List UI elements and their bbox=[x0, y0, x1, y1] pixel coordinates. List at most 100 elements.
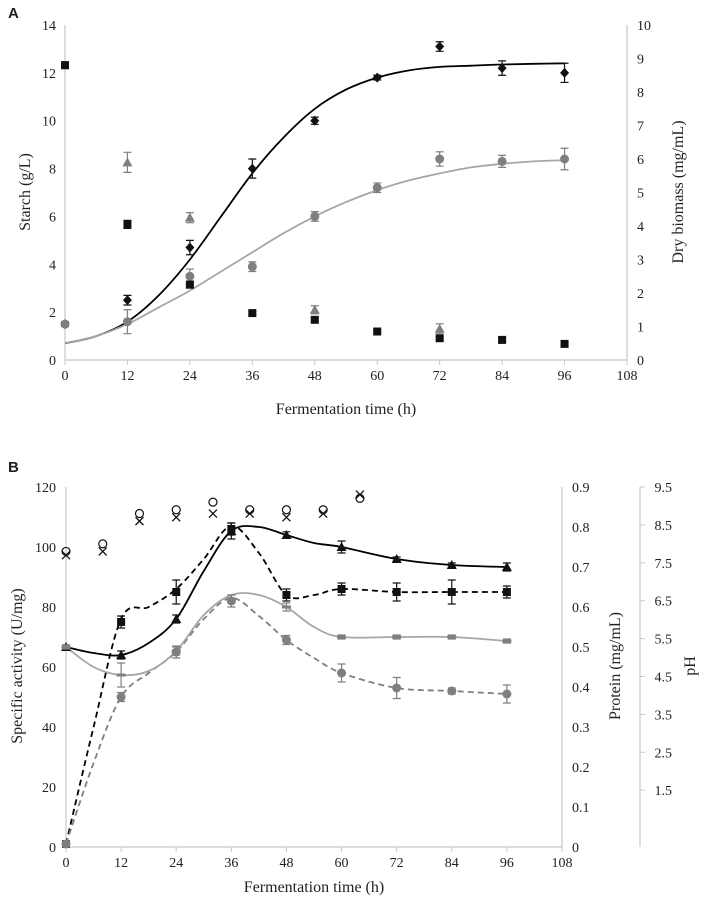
data-point-square bbox=[502, 588, 511, 596]
y-tick-label: 0 bbox=[49, 354, 56, 369]
y-tick-label: 6 bbox=[49, 210, 56, 225]
x-tick-label: 48 bbox=[308, 369, 322, 384]
data-point-square bbox=[373, 327, 382, 336]
data-point-open-circle bbox=[318, 505, 328, 515]
x-tick-label: 0 bbox=[63, 856, 70, 871]
data-point-square bbox=[498, 335, 507, 344]
data-point-dash bbox=[281, 605, 291, 609]
y-tick-label: 10 bbox=[637, 19, 651, 34]
data-point-square bbox=[392, 588, 401, 596]
fit-curve bbox=[64, 62, 565, 345]
data-point-open-circle bbox=[281, 505, 292, 515]
data-point-square bbox=[61, 61, 69, 70]
data-point-diamond bbox=[122, 295, 132, 306]
data-point-square bbox=[172, 588, 181, 596]
panel-a-right-label: Dry biomass (mg/mL) bbox=[670, 120, 687, 263]
data-point-cross bbox=[355, 490, 365, 500]
y-tick-label: 0.8 bbox=[572, 521, 590, 536]
data-point-triangle bbox=[446, 560, 457, 569]
panel-a-right-ticks: 0 1 2 3 4 5 6 7 8 9 10 bbox=[637, 19, 651, 369]
y-tick-label: 3.5 bbox=[655, 708, 673, 723]
y-tick-label: 4 bbox=[49, 258, 56, 273]
data-point-diamond bbox=[372, 72, 382, 83]
x-tick-label: 72 bbox=[433, 369, 447, 384]
data-point-diamond bbox=[185, 242, 195, 253]
data-point-circle bbox=[502, 689, 512, 699]
panel-a-letter: A bbox=[8, 5, 19, 22]
x-tick-label: 12 bbox=[120, 369, 134, 384]
data-point-dash bbox=[226, 597, 236, 601]
y-tick-label: 6.5 bbox=[655, 595, 673, 610]
data-point-cross bbox=[281, 512, 291, 522]
y-tick-label: 8 bbox=[49, 163, 56, 178]
y-tick-label: 4 bbox=[637, 220, 644, 235]
y-tick-label: 80 bbox=[42, 601, 56, 616]
data-point-triangle bbox=[171, 614, 182, 623]
data-point-open-circle bbox=[245, 505, 255, 515]
x-tick-label: 0 bbox=[62, 369, 69, 384]
data-point-open-circle bbox=[355, 493, 365, 503]
data-point-square bbox=[282, 591, 291, 599]
y-tick-label: 10 bbox=[42, 115, 56, 130]
data-point-square bbox=[123, 220, 132, 229]
data-point-dash bbox=[61, 645, 71, 649]
data-point-cross bbox=[171, 512, 181, 522]
data-point-open-circle bbox=[208, 497, 218, 507]
data-point-cross bbox=[245, 509, 255, 518]
data-point-square bbox=[185, 280, 194, 289]
data-point-cross bbox=[135, 516, 144, 526]
data-point-triangle bbox=[309, 304, 320, 314]
data-point-cross bbox=[98, 546, 108, 556]
data-point-triangle bbox=[226, 526, 237, 535]
y-tick-label: 8.5 bbox=[655, 519, 673, 534]
panel-b-right1-label: Protein (mg/mL) bbox=[607, 612, 624, 720]
panel-b-right2-ticks: 1.5 2.5 3.5 4.5 5.5 6.5 7.5 8.5 9.5 bbox=[640, 481, 672, 799]
panel-a-x-label: Fermentation time (h) bbox=[276, 401, 416, 418]
panel-b: B 0 12 24 36 48 60 72 84 96 108 0 20 40 60 80 100 120 0… bbox=[8, 459, 699, 896]
y-tick-label: 1.5 bbox=[655, 784, 673, 799]
data-point-square bbox=[248, 309, 257, 318]
y-tick-label: 0.6 bbox=[572, 601, 590, 616]
data-point-circle bbox=[497, 156, 507, 166]
data-point-circle bbox=[61, 839, 71, 849]
panel-a-curves bbox=[64, 62, 565, 345]
data-point-diamond bbox=[310, 115, 320, 126]
x-tick-label: 60 bbox=[370, 369, 384, 384]
data-point-triangle bbox=[501, 562, 512, 571]
x-tick-label: 84 bbox=[495, 369, 509, 384]
data-point-triangle bbox=[122, 157, 133, 167]
x-tick-label: 96 bbox=[558, 369, 572, 384]
y-tick-label: 0 bbox=[572, 841, 579, 856]
y-tick-label: 7 bbox=[637, 120, 644, 135]
y-tick-label: 3 bbox=[637, 254, 644, 269]
data-point-triangle bbox=[336, 542, 347, 551]
panel-a-points bbox=[60, 41, 570, 348]
y-tick-label: 0.5 bbox=[572, 641, 590, 656]
y-tick-label: 0.3 bbox=[572, 721, 590, 736]
x-tick-label: 12 bbox=[114, 856, 128, 871]
panel-a-x-ticks: 0 12 24 36 48 60 72 84 96 108 bbox=[62, 360, 638, 384]
y-tick-label: 9 bbox=[637, 53, 644, 68]
data-point-open-circle bbox=[98, 539, 108, 549]
data-point-open-circle bbox=[134, 508, 145, 519]
y-tick-label: 60 bbox=[42, 661, 56, 676]
data-point-circle bbox=[185, 271, 195, 281]
x-tick-label: 36 bbox=[224, 856, 238, 871]
x-tick-label: 108 bbox=[552, 856, 573, 871]
y-tick-label: 2.5 bbox=[655, 746, 673, 761]
panel-b-left-ticks: 0 20 40 60 80 100 120 bbox=[35, 481, 56, 856]
data-point-diamond bbox=[247, 163, 257, 174]
panel-b-left-label: Specific activity (U/mg) bbox=[9, 588, 26, 744]
panel-b-x-ticks: 0 12 24 36 48 60 72 84 96 108 bbox=[63, 847, 573, 871]
data-point-diamond bbox=[435, 41, 445, 52]
y-tick-label: 0.7 bbox=[572, 561, 590, 576]
panel-b-curves bbox=[65, 525, 507, 845]
data-point-dash bbox=[337, 635, 347, 639]
data-point-square bbox=[435, 334, 444, 343]
data-point-dash bbox=[502, 639, 512, 643]
y-tick-label: 40 bbox=[42, 721, 56, 736]
data-point-circle bbox=[560, 154, 570, 164]
data-point-dash bbox=[447, 635, 457, 639]
